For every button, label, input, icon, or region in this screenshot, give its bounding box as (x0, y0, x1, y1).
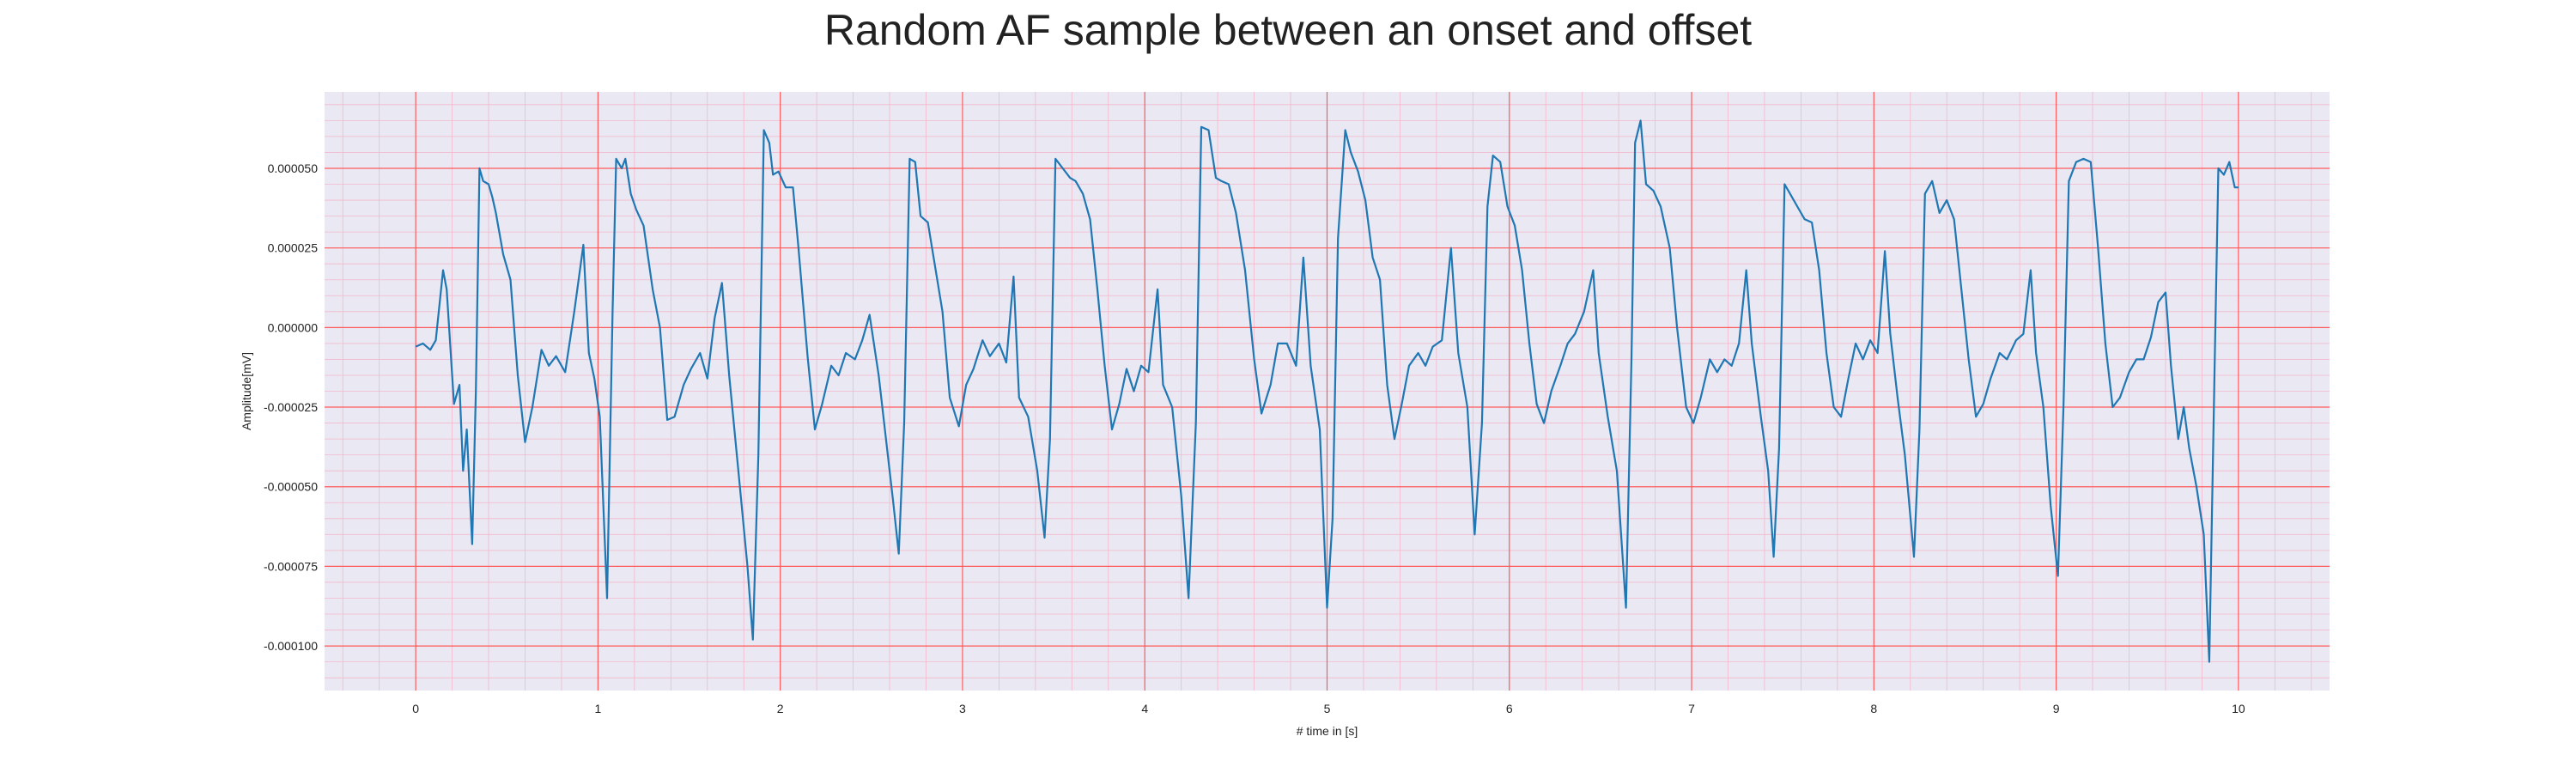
chart-title: Random AF sample between an onset and of… (823, 6, 1753, 54)
x-tick-label: 10 (2232, 702, 2245, 715)
y-tick-label: 0.000000 (268, 320, 319, 334)
plot-area (325, 92, 2330, 691)
x-tick-label: 3 (959, 702, 966, 715)
x-tick-label: 5 (1324, 702, 1331, 715)
y-axis-ticks: 0.000050 0.000025 0.000000 -0.000025 -0.0000… (264, 161, 318, 653)
y-tick-label: -0.000025 (264, 400, 318, 414)
y-tick-label: 0.000050 (268, 161, 319, 175)
x-axis-ticks: 0 1 2 3 4 5 6 7 8 9 10 (412, 702, 2245, 715)
x-tick-label: 1 (595, 702, 602, 715)
y-tick-label: -0.000100 (264, 639, 318, 653)
y-tick-label: -0.000050 (264, 480, 318, 494)
series-line (415, 119, 2239, 663)
x-tick-label: 0 (412, 702, 419, 715)
x-tick-label: 9 (2053, 702, 2060, 715)
y-tick-label: -0.000075 (264, 559, 318, 573)
major-grid (325, 92, 2330, 691)
y-tick-label: 0.000025 (268, 241, 319, 255)
x-tick-label: 8 (1870, 702, 1877, 715)
x-tick-label: 6 (1506, 702, 1513, 715)
x-axis-label: # time in [s] (1297, 724, 1358, 738)
y-axis-label: Amplitude[mV] (240, 352, 253, 430)
x-tick-label: 4 (1141, 702, 1148, 715)
x-tick-label: 7 (1688, 702, 1695, 715)
x-tick-label: 2 (777, 702, 784, 715)
